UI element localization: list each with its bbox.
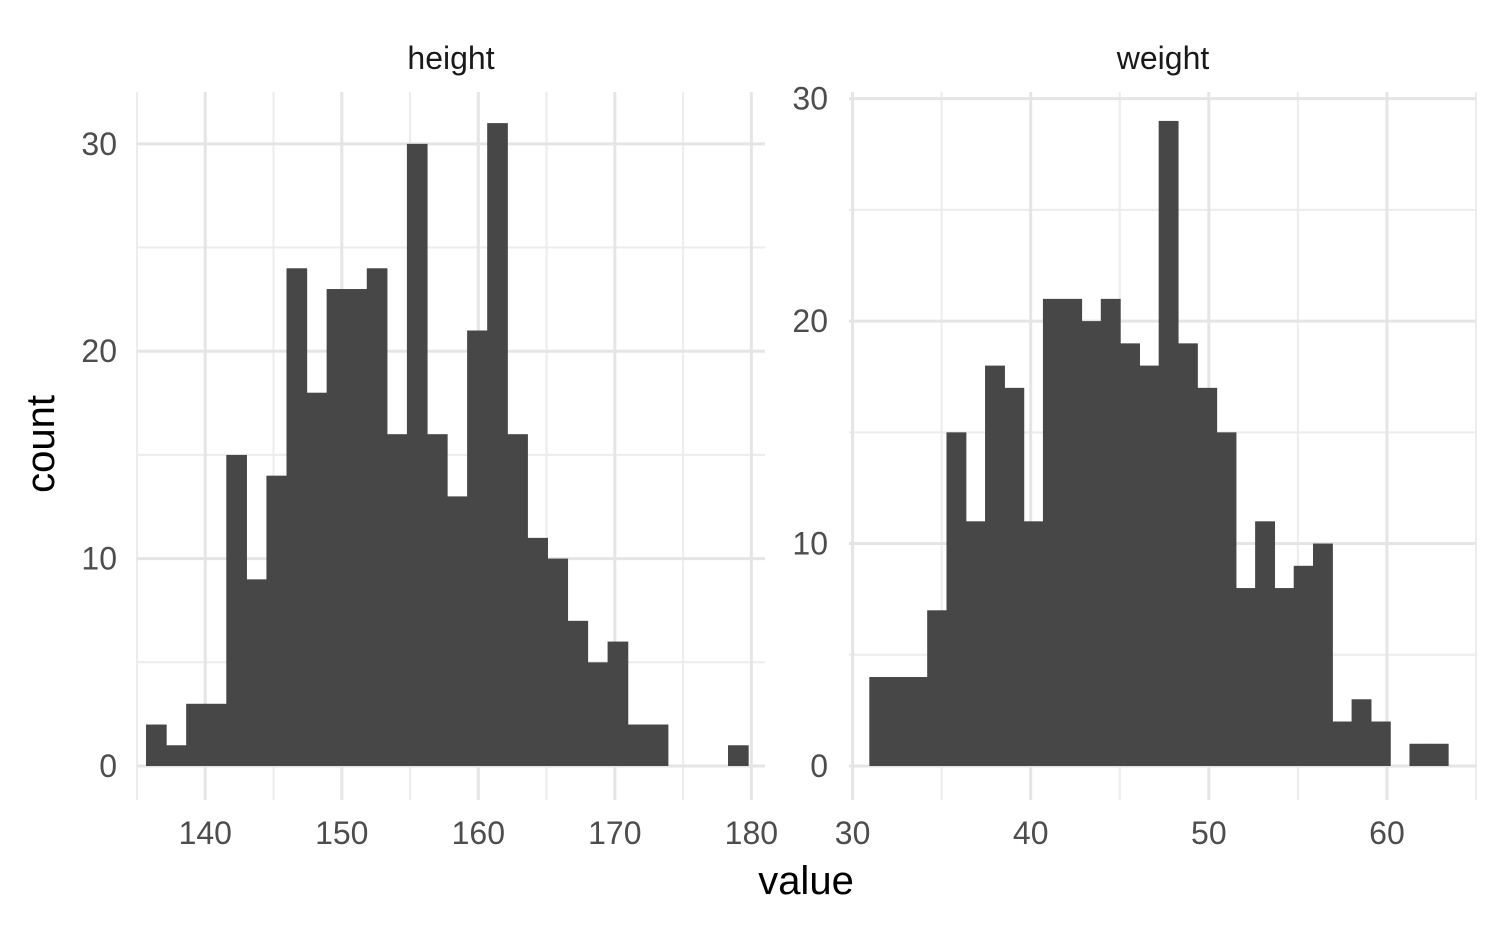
histogram-bar [1158,120,1179,767]
histogram-bar [366,268,388,766]
y-tick-label: 0 [99,748,117,784]
histogram-bar [326,289,348,766]
y-tick-label: 0 [810,748,828,784]
y-tick-label: 20 [81,333,117,369]
histogram-bar [1197,387,1218,766]
histogram-bar [1351,699,1372,766]
histogram-bar [426,434,448,766]
weight-y-ticks: 0 10 20 30 [792,81,828,784]
x-tick-label: 40 [1013,815,1049,851]
histogram-bar [406,143,428,766]
weight-bars [869,120,1449,767]
histogram-bar [1274,588,1295,766]
x-tick-label: 140 [179,815,232,851]
histogram-bar [869,677,890,766]
histogram-bar [1235,588,1256,766]
histogram-bar [226,454,247,766]
histogram-bar [1023,521,1044,766]
histogram-bar [186,703,207,766]
histogram-bar [965,521,986,766]
weight-x-ticks: 30 40 50 60 [835,815,1405,851]
y-tick-label: 20 [792,303,828,339]
histogram-bar [1120,343,1140,766]
x-axis-title: value [758,859,854,903]
height-facet-label: height [407,40,494,76]
histogram-bar [1062,298,1083,766]
histogram-bar [1293,565,1314,766]
x-tick-label: 160 [452,815,505,851]
histogram-bar [1312,543,1333,766]
histogram-bar [507,434,528,766]
histogram-bar [1255,521,1276,766]
weight-panel: 30 40 50 60 0 10 20 30 weight [792,40,1477,851]
weight-facet-label: weight [1116,40,1210,76]
histogram-bar [266,475,288,766]
histogram-bar [567,620,589,766]
histogram-bar [386,434,408,766]
histogram-bar [587,662,609,766]
y-axis-title: count [19,395,63,493]
histogram-bar [467,330,488,766]
histogram-bar [1177,343,1198,766]
histogram-bar [1004,387,1025,766]
histogram-bar [1216,432,1237,766]
histogram-bar [946,432,967,766]
y-tick-label: 30 [81,126,117,162]
histogram-bar [487,123,508,767]
histogram-bar [246,579,268,766]
histogram-bar [607,641,629,766]
histogram-bar [1428,743,1449,766]
histogram-bar [888,677,909,766]
histogram-bar [1081,321,1102,766]
histogram-bar [985,365,1005,766]
histogram-bar [1370,721,1391,766]
histogram-bar [907,677,928,766]
height-panel: 140 150 160 170 180 0 10 20 30 height [81,40,778,851]
histogram-bar [1139,365,1160,766]
histogram-bar [206,703,227,766]
histogram-bar [286,268,308,766]
x-tick-label: 180 [725,815,778,851]
height-x-ticks: 140 150 160 170 180 [179,815,778,851]
histogram-bar [647,724,669,766]
histogram-bar [306,392,328,766]
y-tick-label: 30 [792,81,828,117]
x-tick-label: 150 [315,815,368,851]
histogram-bar [627,724,649,766]
histogram-bar [1409,743,1430,766]
histogram-bar [927,610,948,766]
histogram-bar [447,496,468,766]
y-tick-label: 10 [792,526,828,562]
x-tick-label: 170 [588,815,641,851]
height-bars [146,123,749,767]
histogram-bar [547,558,569,766]
histogram-bar [146,724,167,766]
x-tick-label: 30 [835,815,871,851]
histogram-bar [346,289,368,766]
histogram-bar [1100,298,1121,766]
histogram-bar [166,745,187,766]
histogram-bar [1042,298,1063,766]
height-y-ticks: 0 10 20 30 [81,126,117,784]
histogram-bar [1332,721,1353,766]
y-tick-label: 10 [81,541,117,577]
x-tick-label: 60 [1369,815,1405,851]
x-tick-label: 50 [1191,815,1227,851]
histogram-bar [527,537,548,766]
histogram-bar [728,745,749,766]
